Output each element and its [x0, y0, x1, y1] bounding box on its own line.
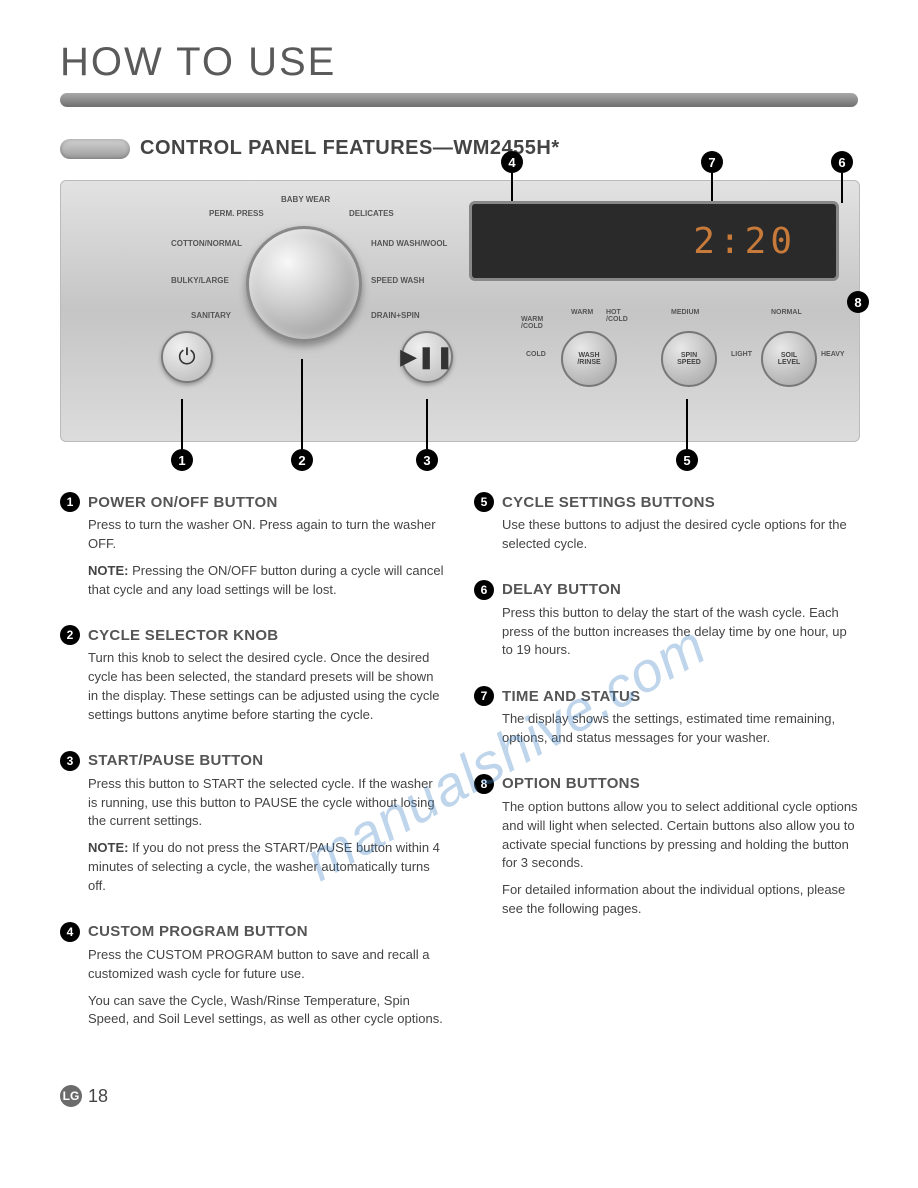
page-number: 18: [88, 1086, 108, 1107]
dial-label: BULKY/LARGE: [171, 276, 229, 285]
left-column: 1 POWER ON/OFF BUTTON Press to turn the …: [60, 492, 444, 1055]
callout-line: [301, 359, 303, 449]
para: NOTE: Pressing the ON/OFF button during …: [88, 562, 444, 600]
item-title: CYCLE SETTINGS BUTTONS: [502, 494, 715, 511]
page-root: HOW TO USE CONTROL PANEL FEATURES—WM2455…: [60, 40, 858, 1107]
feature-item: 6 DELAY BUTTON Press this button to dela…: [474, 580, 858, 661]
cycle-selector-knob: [246, 226, 362, 342]
para: For detailed information about the indiv…: [502, 881, 858, 919]
item-body: Turn this knob to select the desired cyc…: [88, 649, 444, 724]
para: Use these buttons to adjust the desired …: [502, 516, 858, 554]
item-number: 6: [474, 580, 494, 600]
item-body: Use these buttons to adjust the desired …: [502, 516, 858, 554]
para: The display shows the settings, estimate…: [502, 710, 858, 748]
para: NOTE: If you do not press the START/PAUS…: [88, 839, 444, 896]
spin-speed-knob: SPIN SPEED: [661, 331, 717, 387]
item-body: The option buttons allow you to select a…: [502, 798, 858, 919]
dial-label: SANITARY: [191, 311, 231, 320]
dial-label: SPEED WASH: [371, 276, 424, 285]
opt-label: WARM: [571, 309, 593, 316]
para: Press the CUSTOM PROGRAM button to save …: [88, 946, 444, 984]
callout-6: 6: [831, 151, 853, 173]
callout-8: 8: [847, 291, 869, 313]
feature-item: 3 START/PAUSE BUTTON Press this button t…: [60, 751, 444, 896]
para: Press this button to START the selected …: [88, 775, 444, 832]
item-body: Press this button to START the selected …: [88, 775, 444, 896]
callout-3: 3: [416, 449, 438, 471]
item-number: 1: [60, 492, 80, 512]
page-footer: LG 18: [60, 1085, 858, 1107]
opt-label: HOT /COLD: [606, 309, 628, 323]
callout-line: [711, 173, 713, 203]
opt-label: LIGHT: [731, 351, 752, 358]
para: Turn this knob to select the desired cyc…: [88, 649, 444, 724]
feature-columns: 1 POWER ON/OFF BUTTON Press to turn the …: [60, 492, 858, 1055]
dial-label: DRAIN+SPIN: [371, 311, 420, 320]
feature-item: 7 TIME AND STATUS The display shows the …: [474, 686, 858, 748]
section-badge-icon: [60, 139, 130, 159]
callout-7: 7: [701, 151, 723, 173]
opt-label: MEDIUM: [671, 309, 699, 316]
control-panel-illustration: 4 7 6 8 BABY WEAR PERM. PRESS DELICATES …: [60, 180, 860, 442]
para: Press this button to delay the start of …: [502, 604, 858, 661]
section-title: CONTROL PANEL FEATURES—WM2455H*: [140, 137, 560, 160]
feature-item: 2 CYCLE SELECTOR KNOB Turn this knob to …: [60, 625, 444, 724]
item-title: OPTION BUTTONS: [502, 775, 640, 792]
callout-1: 1: [171, 449, 193, 471]
para: The option buttons allow you to select a…: [502, 798, 858, 873]
callout-line: [511, 173, 513, 203]
item-body: The display shows the settings, estimate…: [502, 710, 858, 748]
dial-label: HAND WASH/WOOL: [371, 239, 447, 248]
feature-item: 4 CUSTOM PROGRAM BUTTON Press the CUSTOM…: [60, 922, 444, 1029]
display-panel: 2:20: [469, 201, 839, 281]
dial-label: PERM. PRESS: [209, 209, 264, 218]
opt-label: COLD: [526, 351, 546, 358]
item-title: TIME AND STATUS: [502, 688, 640, 705]
item-title: CYCLE SELECTOR KNOB: [88, 627, 278, 644]
power-button-icon: ⏻: [161, 331, 213, 383]
item-number: 2: [60, 625, 80, 645]
opt-label: NORMAL: [771, 309, 802, 316]
callout-line: [841, 173, 843, 203]
para: Press to turn the washer ON. Press again…: [88, 516, 444, 554]
item-number: 7: [474, 686, 494, 706]
callout-line: [686, 399, 688, 449]
item-number: 3: [60, 751, 80, 771]
item-title: POWER ON/OFF BUTTON: [88, 494, 278, 511]
title-rule: [60, 93, 858, 107]
callout-5: 5: [676, 449, 698, 471]
callout-line: [426, 399, 428, 449]
lg-logo-icon: LG: [60, 1085, 82, 1107]
item-number: 8: [474, 774, 494, 794]
callout-2: 2: [291, 449, 313, 471]
item-number: 4: [60, 922, 80, 942]
para: You can save the Cycle, Wash/Rinse Tempe…: [88, 992, 444, 1030]
callout-4: 4: [501, 151, 523, 173]
opt-label: WARM /COLD: [521, 316, 543, 330]
feature-item: 1 POWER ON/OFF BUTTON Press to turn the …: [60, 492, 444, 599]
dial-label: COTTON/NORMAL: [171, 239, 242, 248]
dial-label: BABY WEAR: [281, 195, 330, 204]
callout-line: [181, 399, 183, 449]
item-body: Press this button to delay the start of …: [502, 604, 858, 661]
right-column: 5 CYCLE SETTINGS BUTTONS Use these butto…: [474, 492, 858, 1055]
start-pause-button-icon: ▶❚❚: [401, 331, 453, 383]
item-title: CUSTOM PROGRAM BUTTON: [88, 923, 308, 940]
feature-item: 8 OPTION BUTTONS The option buttons allo…: [474, 774, 858, 919]
display-time: 2:20: [693, 221, 796, 262]
item-title: START/PAUSE BUTTON: [88, 752, 263, 769]
feature-item: 5 CYCLE SETTINGS BUTTONS Use these butto…: [474, 492, 858, 554]
page-title: HOW TO USE: [60, 40, 858, 85]
item-body: Press to turn the washer ON. Press again…: [88, 516, 444, 599]
opt-label: HEAVY: [821, 351, 845, 358]
item-body: Press the CUSTOM PROGRAM button to save …: [88, 946, 444, 1029]
soil-level-knob: SOIL LEVEL: [761, 331, 817, 387]
dial-label: DELICATES: [349, 209, 394, 218]
section-header: CONTROL PANEL FEATURES—WM2455H*: [60, 137, 858, 160]
item-number: 5: [474, 492, 494, 512]
item-title: DELAY BUTTON: [502, 581, 621, 598]
wash-rinse-knob: WASH /RINSE: [561, 331, 617, 387]
